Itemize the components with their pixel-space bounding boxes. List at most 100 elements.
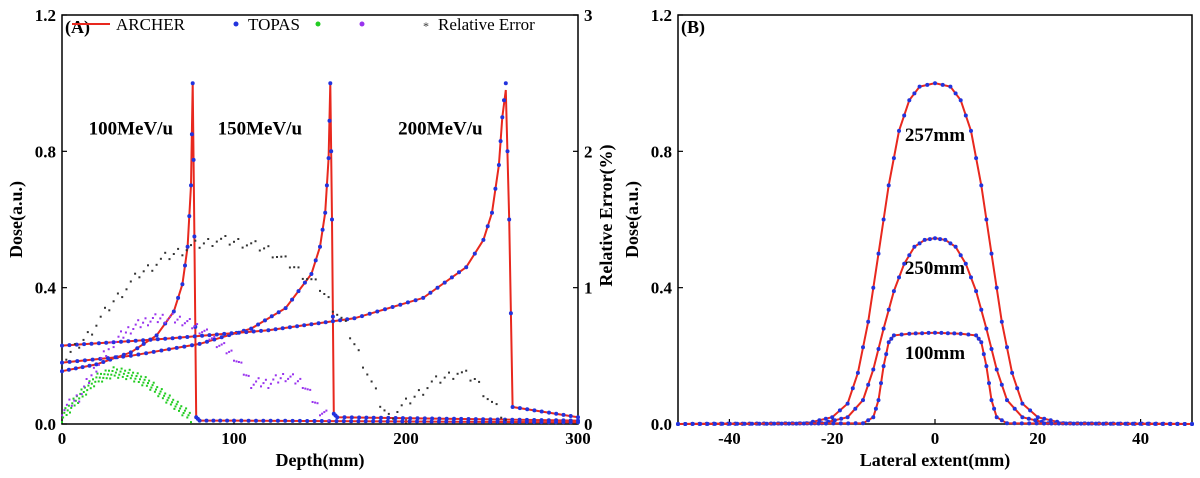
series-point bbox=[994, 415, 999, 420]
series-point bbox=[488, 417, 493, 422]
series-point bbox=[891, 289, 896, 294]
series-point bbox=[318, 244, 322, 249]
error-point bbox=[133, 380, 136, 383]
series-point bbox=[498, 139, 503, 144]
error-point bbox=[92, 378, 94, 381]
series-point bbox=[239, 418, 244, 423]
error-point bbox=[92, 366, 95, 369]
error-point bbox=[105, 355, 108, 357]
error-point bbox=[69, 411, 71, 414]
series-point bbox=[1064, 421, 1069, 426]
error-point bbox=[156, 386, 159, 389]
error-point bbox=[178, 409, 180, 412]
error-point bbox=[142, 270, 145, 273]
series-point bbox=[200, 333, 205, 338]
series-point bbox=[251, 329, 256, 334]
series-point bbox=[141, 341, 146, 346]
error-point bbox=[98, 376, 101, 379]
series-point bbox=[532, 408, 537, 413]
error-point bbox=[151, 384, 154, 387]
series-point bbox=[794, 421, 799, 426]
series-point bbox=[886, 183, 891, 188]
series-point bbox=[757, 421, 762, 426]
series-point bbox=[302, 323, 307, 328]
series-point bbox=[912, 91, 917, 96]
series-point bbox=[219, 335, 224, 340]
annotation: 100mm bbox=[905, 343, 965, 364]
series-point bbox=[133, 338, 138, 343]
annotation: 100MeV/u bbox=[89, 118, 174, 139]
series-point bbox=[1005, 345, 1009, 350]
series-point bbox=[190, 81, 195, 86]
y2-axis-label: Relative Error(%) bbox=[596, 144, 617, 286]
error-point bbox=[284, 380, 287, 383]
error-point bbox=[82, 391, 85, 393]
series-point bbox=[787, 421, 791, 426]
series-point bbox=[500, 115, 505, 120]
error-point bbox=[287, 377, 290, 380]
error-point bbox=[319, 289, 321, 292]
series-point bbox=[764, 421, 769, 426]
series-point bbox=[994, 367, 999, 372]
legend-label: ARCHER bbox=[116, 15, 186, 34]
error-point bbox=[323, 293, 326, 295]
series-point bbox=[309, 272, 314, 276]
series-point bbox=[82, 358, 87, 363]
series-point bbox=[933, 330, 937, 335]
series-point bbox=[309, 322, 314, 327]
series-point bbox=[505, 149, 510, 154]
x-tick-label: 200 bbox=[393, 429, 419, 448]
series-point bbox=[60, 360, 64, 365]
series-point bbox=[886, 307, 891, 312]
series-point bbox=[405, 300, 410, 305]
series-point bbox=[876, 398, 881, 403]
error-point bbox=[75, 394, 78, 397]
series-point bbox=[1042, 416, 1047, 421]
series-point bbox=[987, 381, 991, 386]
series-point bbox=[750, 421, 754, 426]
series-point bbox=[510, 417, 515, 422]
series-point bbox=[979, 307, 984, 312]
series-point bbox=[176, 295, 181, 300]
series-point bbox=[269, 314, 274, 319]
error-point bbox=[257, 377, 260, 380]
series-point bbox=[80, 365, 85, 370]
series-point bbox=[323, 320, 328, 325]
error-point bbox=[240, 361, 243, 364]
series-point bbox=[989, 398, 994, 403]
error-point bbox=[190, 244, 192, 247]
error-point bbox=[297, 266, 300, 269]
series-point bbox=[902, 261, 907, 266]
error-point bbox=[149, 388, 152, 391]
series-point bbox=[1145, 421, 1150, 426]
error-point bbox=[495, 403, 498, 406]
error-point bbox=[422, 393, 425, 396]
annotation: 150MeV/u bbox=[218, 118, 303, 139]
series-point bbox=[246, 418, 251, 423]
series-point bbox=[948, 84, 953, 89]
series-point bbox=[398, 302, 403, 307]
series-point bbox=[907, 98, 912, 103]
series-point bbox=[280, 326, 285, 331]
series-point bbox=[128, 353, 133, 358]
series-point bbox=[735, 421, 740, 426]
series-point bbox=[855, 370, 860, 375]
error-point bbox=[173, 407, 176, 410]
series-point bbox=[364, 415, 369, 420]
series-point bbox=[524, 417, 529, 422]
error-point bbox=[185, 407, 188, 410]
error-point bbox=[439, 381, 442, 384]
error-point bbox=[473, 378, 476, 380]
series-point bbox=[329, 149, 334, 154]
error-point bbox=[134, 377, 137, 380]
y-tick-label: 0.0 bbox=[35, 415, 56, 434]
series-point bbox=[992, 406, 997, 411]
error-point bbox=[124, 369, 127, 372]
series-point bbox=[713, 421, 717, 426]
error-point bbox=[252, 383, 255, 386]
error-point bbox=[181, 324, 184, 327]
series-point bbox=[525, 407, 530, 412]
error-point bbox=[198, 246, 201, 249]
error-point bbox=[69, 350, 72, 353]
series-point bbox=[1190, 422, 1194, 426]
